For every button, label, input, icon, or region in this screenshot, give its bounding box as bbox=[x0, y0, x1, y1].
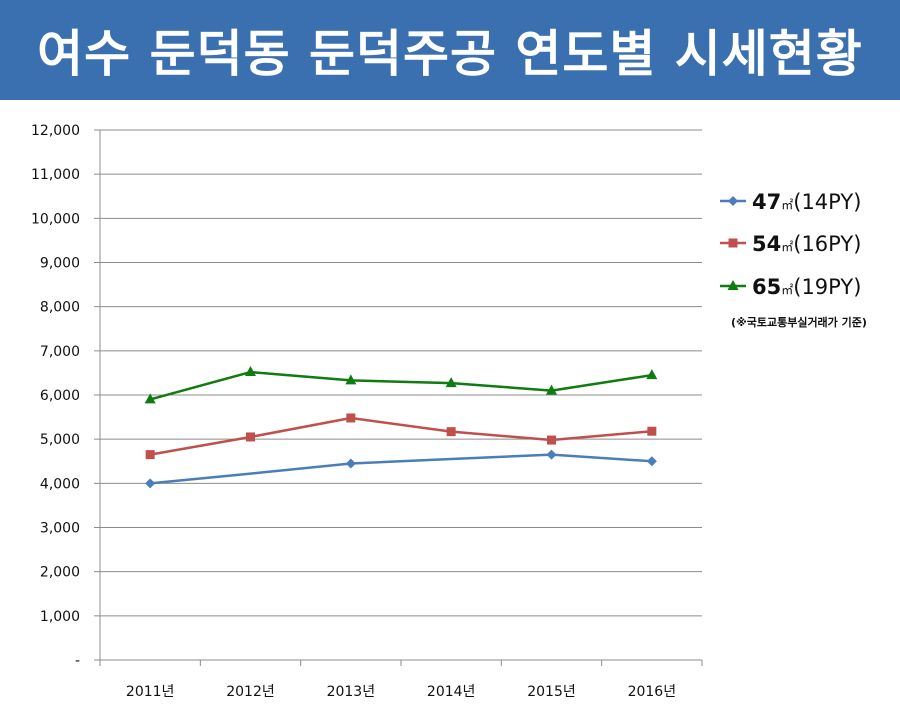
legend-label-3: 65㎡(19PY) bbox=[752, 275, 861, 299]
y-tick-label: 10,000 bbox=[31, 211, 80, 227]
x-tick-label: 2014년 bbox=[427, 684, 476, 700]
data-point-series-2 bbox=[346, 413, 356, 423]
y-tick-label: 9,000 bbox=[40, 256, 80, 272]
y-tick-label: 8,000 bbox=[40, 300, 80, 316]
legend-marker-2 bbox=[728, 238, 738, 248]
data-point-series-2 bbox=[647, 426, 657, 436]
data-point-series-3 bbox=[245, 366, 256, 377]
x-tick-label: 2012년 bbox=[226, 684, 275, 700]
series-line-3 bbox=[149, 370, 653, 401]
data-point-series-2 bbox=[246, 432, 255, 442]
chart-title: 여수 둔덕동 둔덕주공 연도별 시세현황 bbox=[37, 25, 863, 83]
title-banner: 여수 둔덕동 둔덕주공 연도별 시세현황 bbox=[0, 0, 900, 100]
legend-marker-1 bbox=[728, 196, 738, 206]
legend-marker-3 bbox=[727, 280, 739, 290]
y-tick-label: - bbox=[75, 653, 80, 669]
legend-label-2: 54㎡(16PY) bbox=[752, 232, 861, 256]
data-point-series-3 bbox=[445, 377, 457, 388]
data-point-series-1 bbox=[646, 456, 657, 467]
y-tick-label: 2,000 bbox=[40, 565, 80, 581]
y-tick-label: 6,000 bbox=[40, 388, 80, 404]
y-tick-label: 11,000 bbox=[31, 167, 80, 183]
legend-label-1: 47㎡(14PY) bbox=[752, 190, 861, 214]
y-tick-label: 4,000 bbox=[40, 476, 80, 492]
data-point-series-3 bbox=[345, 374, 357, 385]
data-point-series-1 bbox=[546, 449, 557, 460]
data-point-series-3 bbox=[546, 384, 557, 395]
data-point-series-3 bbox=[144, 393, 156, 404]
y-tick-label: 1,000 bbox=[40, 609, 80, 625]
data-point-series-2 bbox=[145, 450, 155, 460]
x-tick-label: 2016년 bbox=[628, 684, 677, 700]
data-point-series-2 bbox=[547, 435, 556, 445]
series-line-2 bbox=[149, 416, 652, 456]
y-tick-label: 5,000 bbox=[40, 432, 80, 448]
series-line-1 bbox=[150, 453, 652, 485]
data-point-series-2 bbox=[446, 427, 456, 437]
x-tick-label: 2013년 bbox=[327, 684, 376, 700]
x-tick-label: 2011년 bbox=[126, 684, 175, 700]
data-point-series-1 bbox=[145, 478, 156, 489]
y-tick-label: 3,000 bbox=[40, 521, 80, 537]
data-point-series-1 bbox=[345, 458, 356, 469]
source-note: (※국토교통부실거래가 기준) bbox=[731, 315, 867, 329]
data-point-series-3 bbox=[646, 369, 658, 380]
y-tick-label: 12,000 bbox=[31, 123, 80, 139]
y-tick-label: 7,000 bbox=[40, 344, 80, 360]
x-tick-label: 2015년 bbox=[527, 684, 576, 700]
